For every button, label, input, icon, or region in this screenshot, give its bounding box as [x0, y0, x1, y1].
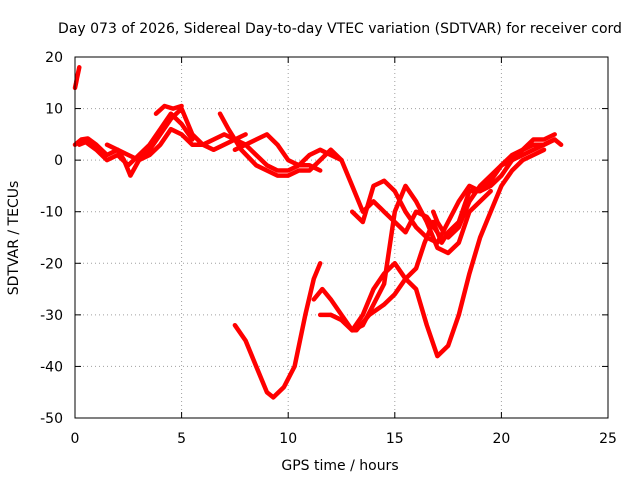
x-tick-label: 10 [279, 431, 297, 447]
series-line-10 [320, 150, 544, 356]
series-line-8 [235, 263, 320, 397]
series-line-1 [75, 67, 79, 88]
x-axis: 0 5 10 15 20 25 [71, 57, 617, 447]
x-tick-label: 15 [386, 431, 404, 447]
chart-title: Day 073 of 2026, Sidereal Day-to-day VTE… [58, 21, 622, 37]
grid [75, 57, 608, 418]
x-axis-label: GPS time / hours [281, 458, 398, 474]
x-tick-label: 5 [177, 431, 186, 447]
y-axis: 20 10 0 -10 -20 -30 -40 -50 [40, 50, 608, 427]
x-tick-label: 25 [599, 431, 617, 447]
plot-frame [75, 57, 608, 418]
y-axis-label: SDTVAR / TECUs [6, 181, 22, 296]
y-tick-label: 10 [45, 102, 63, 118]
y-tick-label: -40 [40, 359, 63, 375]
y-tick-label: -30 [40, 308, 63, 324]
y-tick-label: 0 [54, 153, 63, 169]
series-layer [75, 67, 561, 397]
series-line-7 [235, 134, 320, 170]
y-tick-label: -10 [40, 205, 63, 221]
y-tick-label: -50 [40, 411, 63, 427]
x-tick-label: 20 [492, 431, 510, 447]
x-tick-label: 0 [71, 431, 80, 447]
y-tick-label: -20 [40, 256, 63, 272]
y-tick-label: 20 [45, 50, 63, 66]
